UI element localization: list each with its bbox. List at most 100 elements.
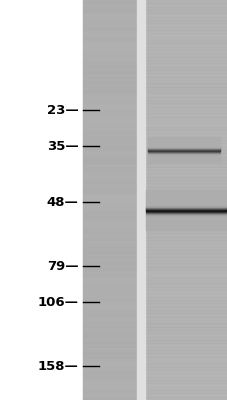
Bar (148, 144, 219, 145)
Bar (144, 130, 227, 133)
Bar (83, 337, 136, 340)
Bar (83, 37, 136, 40)
Bar (144, 357, 227, 360)
Bar (144, 43, 227, 47)
Bar (144, 230, 227, 233)
Text: 79—: 79— (47, 260, 78, 272)
Bar (144, 133, 227, 137)
Bar (83, 243, 136, 247)
Bar (83, 197, 136, 200)
Bar (144, 397, 227, 400)
Bar (148, 148, 219, 149)
Bar (146, 216, 225, 217)
Bar (144, 310, 227, 313)
Bar (146, 190, 225, 191)
Bar (144, 70, 227, 73)
Bar (144, 237, 227, 240)
Bar (83, 153, 136, 157)
Bar (83, 327, 136, 330)
Bar (83, 17, 136, 20)
Bar (144, 123, 227, 127)
Bar (144, 87, 227, 90)
Bar (144, 217, 227, 220)
Bar (83, 397, 136, 400)
Bar (148, 152, 219, 153)
Bar (83, 340, 136, 343)
Bar (83, 63, 136, 67)
Bar (144, 147, 227, 150)
Bar (144, 47, 227, 50)
Bar (83, 30, 136, 33)
Bar (144, 107, 227, 110)
Bar (144, 347, 227, 350)
Bar (83, 77, 136, 80)
Bar (144, 90, 227, 93)
Bar (144, 163, 227, 167)
Bar (83, 50, 136, 53)
Bar (148, 158, 219, 159)
Bar (83, 167, 136, 170)
Bar (83, 97, 136, 100)
Bar (83, 3, 136, 7)
Bar (83, 193, 136, 197)
Bar (146, 226, 225, 227)
Bar (144, 260, 227, 263)
Bar (148, 145, 219, 146)
Bar (146, 219, 225, 220)
Bar (146, 220, 225, 221)
Bar (146, 204, 225, 205)
Bar (83, 317, 136, 320)
Bar (148, 138, 219, 139)
Bar (144, 197, 227, 200)
Bar (83, 267, 136, 270)
Bar (83, 203, 136, 207)
Bar (144, 290, 227, 293)
Bar (146, 199, 225, 200)
Bar (146, 212, 225, 213)
Bar (144, 117, 227, 120)
Text: 158—: 158— (38, 360, 78, 372)
Bar (83, 113, 136, 117)
Bar (144, 390, 227, 393)
Bar (148, 159, 219, 160)
Bar (144, 73, 227, 77)
Bar (146, 224, 225, 225)
Text: 23—: 23— (47, 104, 78, 116)
Bar (144, 127, 227, 130)
Bar (144, 23, 227, 27)
Bar (144, 320, 227, 323)
Bar (83, 390, 136, 393)
Bar (83, 43, 136, 47)
Bar (83, 110, 136, 113)
Bar (83, 353, 136, 357)
Bar (83, 233, 136, 237)
Bar (83, 210, 136, 213)
Bar (146, 193, 225, 194)
Text: 35—: 35— (47, 140, 78, 152)
Bar (83, 217, 136, 220)
Bar (83, 230, 136, 233)
Bar (83, 67, 136, 70)
Bar (83, 100, 136, 103)
Bar (83, 387, 136, 390)
Bar (83, 200, 136, 203)
Bar (144, 340, 227, 343)
Bar (146, 207, 225, 208)
Bar (144, 63, 227, 67)
Bar (83, 363, 136, 367)
Bar (144, 383, 227, 387)
Bar (144, 203, 227, 207)
Bar (146, 221, 225, 222)
Bar (83, 343, 136, 347)
Bar (144, 37, 227, 40)
Bar (83, 263, 136, 267)
Bar (148, 146, 219, 147)
Bar (83, 83, 136, 87)
Bar (148, 143, 219, 144)
Bar (144, 113, 227, 117)
Bar (146, 228, 225, 229)
Bar (83, 287, 136, 290)
Bar (144, 283, 227, 287)
Bar (144, 100, 227, 103)
Bar (148, 155, 219, 156)
